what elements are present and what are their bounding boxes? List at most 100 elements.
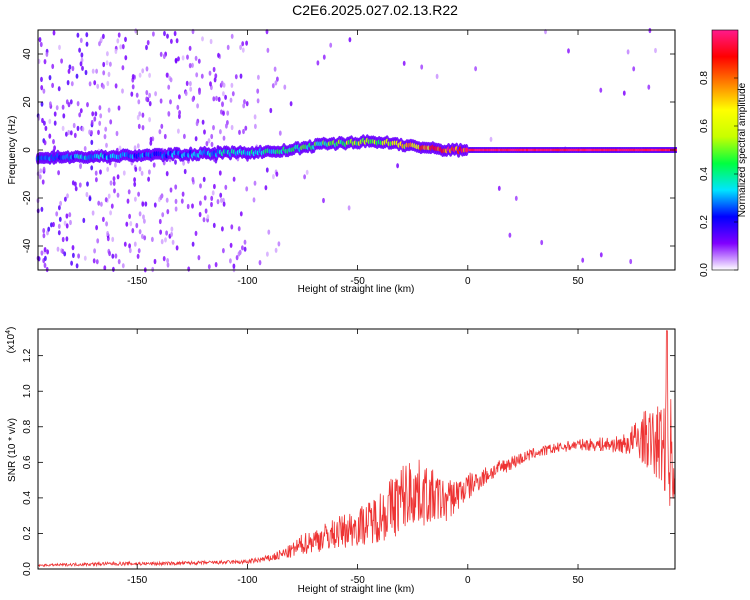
ridge-core (668, 148, 671, 152)
noise-blob (105, 142, 108, 148)
noise-blob (38, 37, 42, 43)
ridge-core (573, 148, 576, 152)
noise-blob (171, 239, 175, 245)
noise-blob (212, 96, 216, 102)
noise-blob (79, 37, 83, 44)
colorbar-gradient (711, 29, 739, 271)
noise-blob (176, 104, 180, 110)
noise-blob (232, 176, 236, 182)
noise-blob (316, 60, 320, 66)
ridge-core (587, 148, 590, 152)
noise-blob (119, 44, 123, 50)
ridge-core (623, 148, 626, 152)
noise-blob (130, 91, 134, 97)
noise-blob (160, 123, 164, 129)
noise-blob (540, 239, 544, 246)
noise-blob (167, 111, 171, 117)
noise-blob (44, 255, 47, 261)
noise-blob (67, 68, 71, 74)
noise-blob (253, 180, 257, 186)
noise-blob (94, 170, 98, 176)
noise-blob (206, 214, 210, 220)
noise-blob (133, 145, 137, 151)
ridge-core (599, 148, 602, 152)
noise-blob (102, 61, 106, 68)
noise-blob (161, 212, 165, 218)
noise-blob (170, 38, 173, 44)
noise-blob (58, 44, 61, 51)
ridge-core (464, 147, 469, 153)
figure-title: C2E6.2025.027.02.13.R22 (292, 2, 458, 18)
noise-blob (159, 98, 163, 104)
noise-blob (201, 119, 205, 125)
noise-blob (148, 169, 151, 175)
noise-blob (303, 174, 306, 180)
noise-blob (159, 51, 163, 57)
noise-blob (165, 171, 169, 177)
noise-blob (159, 194, 163, 201)
noise-blob (105, 60, 109, 66)
noise-blob (65, 223, 69, 229)
ridge-core (559, 148, 562, 152)
noise-blob (189, 81, 192, 87)
ridge-core (653, 148, 656, 152)
ridge-core (660, 148, 664, 152)
ridge-core (557, 148, 560, 152)
noise-blob (245, 101, 249, 107)
noise-blob (145, 66, 149, 72)
noise-blob (136, 253, 140, 259)
noise-blob (194, 136, 198, 142)
noise-blob (138, 229, 142, 235)
ridge-core (520, 148, 523, 152)
noise-blob (165, 197, 169, 203)
noise-blob (153, 202, 157, 208)
noise-blob (98, 105, 102, 111)
ridge-core (649, 148, 652, 152)
noise-blob (71, 180, 75, 186)
noise-blob (237, 251, 241, 257)
noise-blob (165, 72, 169, 78)
noise-blob (222, 110, 225, 116)
noise-blob (210, 201, 213, 208)
noise-blob (79, 61, 83, 67)
noise-blob (265, 167, 269, 173)
noise-blob (174, 57, 178, 63)
noise-blob (186, 203, 190, 210)
ridge-core (468, 148, 471, 152)
noise-blob (208, 70, 212, 76)
noise-blob (69, 219, 72, 226)
noise-blob (99, 169, 102, 175)
noise-blob (134, 166, 138, 172)
ridge-core (498, 148, 501, 152)
noise-blob (169, 187, 173, 193)
noise-blob (138, 111, 142, 117)
noise-blob (194, 230, 198, 236)
noise-blob (147, 176, 151, 182)
noise-blob (74, 186, 78, 192)
noise-blob (402, 60, 406, 66)
noise-blob (67, 129, 71, 136)
noise-blob (43, 262, 47, 268)
noise-blob (180, 198, 184, 204)
noise-blob (396, 163, 399, 169)
noise-blob (127, 189, 131, 195)
noise-blob (69, 99, 73, 105)
ridge-core (627, 148, 630, 152)
noise-blob (599, 252, 603, 258)
noise-blob (136, 143, 140, 149)
noise-blob (40, 250, 44, 256)
noise-blob (53, 120, 57, 126)
noise-blob (81, 126, 85, 132)
noise-blob (109, 119, 113, 125)
noise-blob (194, 55, 198, 61)
ridge-core (522, 148, 525, 152)
noise-blob (222, 248, 225, 254)
noise-blob (55, 211, 59, 217)
ridge-core (601, 148, 604, 152)
noise-blob (52, 139, 55, 145)
noise-blob (145, 90, 149, 96)
noise-blob (137, 191, 141, 197)
noise-blob (91, 111, 95, 117)
noise-blob (217, 52, 220, 58)
noise-blob (58, 216, 62, 222)
